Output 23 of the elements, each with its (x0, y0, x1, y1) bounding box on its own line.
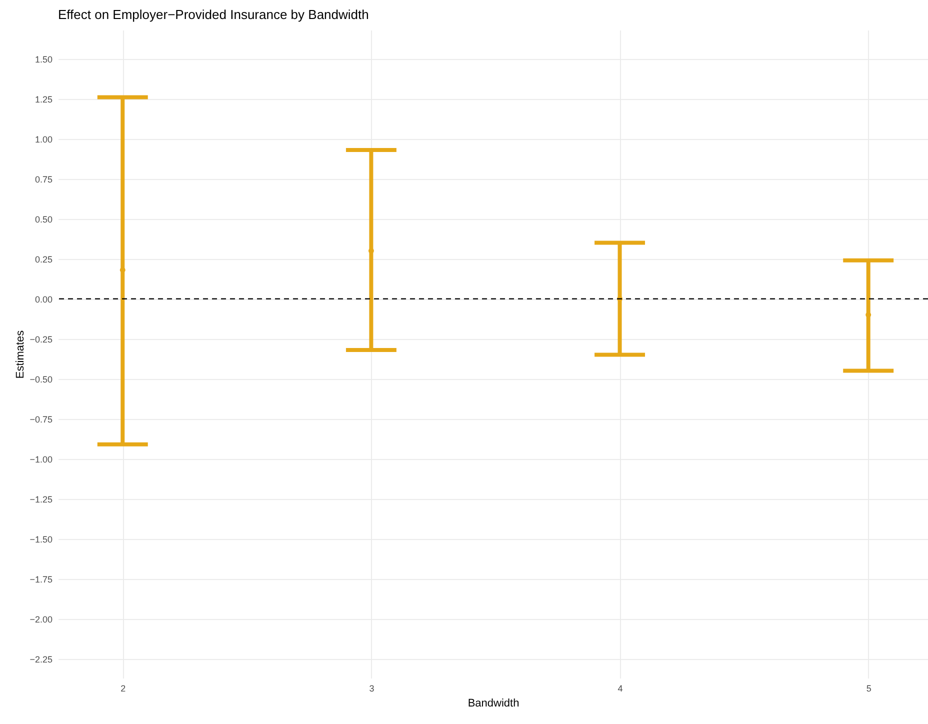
y-tick-label: −1.50 (30, 534, 52, 544)
y-tick-label: −1.25 (30, 494, 52, 504)
x-axis-title: Bandwidth (468, 698, 520, 710)
y-tick-label: 1.25 (34, 94, 52, 104)
y-tick-label: −0.75 (30, 414, 52, 424)
y-tick-label: −0.25 (30, 334, 52, 344)
y-tick-label: −0.50 (30, 374, 52, 384)
y-tick-label: 0.75 (34, 174, 52, 184)
x-tick-label: 4 (618, 684, 623, 694)
y-tick-label: −2.00 (30, 614, 52, 624)
x-tick-label: 2 (120, 684, 126, 694)
y-tick-label: −1.75 (30, 574, 52, 584)
y-tick-label: 0.50 (34, 214, 52, 224)
x-tick-label: 3 (369, 684, 374, 694)
y-tick-label: 0.00 (34, 294, 52, 304)
y-tick-label: −1.00 (30, 454, 52, 464)
y-tick-label: 1.50 (34, 54, 52, 64)
y-tick-label: −2.25 (30, 654, 52, 664)
y-tick-label: 0.25 (34, 254, 52, 264)
y-axis-title: Estimates (14, 330, 27, 379)
chart-title: Effect on Employer−Provided Insurance by Bandwidth (58, 7, 369, 22)
x-tick-label: 5 (866, 684, 872, 694)
y-tick-label: 1.00 (34, 134, 52, 144)
